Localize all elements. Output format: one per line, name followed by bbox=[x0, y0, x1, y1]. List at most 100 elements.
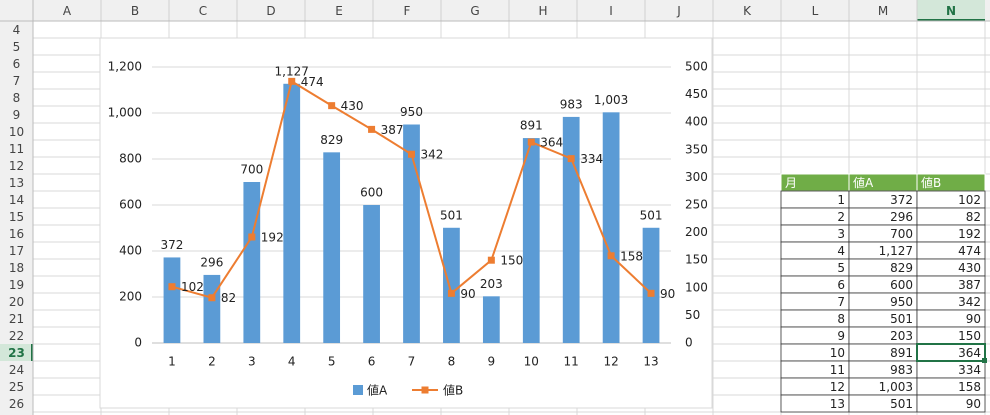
legend-label: 値B bbox=[443, 383, 463, 398]
table-cell-text[interactable]: 10 bbox=[830, 346, 845, 360]
selected-cell[interactable] bbox=[916, 343, 986, 362]
table-cell-text[interactable]: 342 bbox=[958, 295, 981, 309]
row-header[interactable]: 8 bbox=[13, 91, 21, 105]
x-tick-label: 6 bbox=[368, 355, 376, 369]
y2-tick-label: 0 bbox=[685, 336, 693, 350]
bar-value-label: 203 bbox=[480, 277, 503, 291]
x-tick-label: 12 bbox=[603, 355, 618, 369]
column-header[interactable]: H bbox=[538, 4, 547, 18]
table-cell-text[interactable]: 1 bbox=[837, 193, 845, 207]
row-header[interactable]: 24 bbox=[9, 363, 24, 377]
y-tick-label: 0 bbox=[134, 336, 142, 350]
column-header[interactable]: L bbox=[812, 4, 819, 18]
column-header[interactable]: B bbox=[131, 4, 139, 18]
column-header[interactable]: K bbox=[743, 4, 752, 18]
x-tick-label: 3 bbox=[248, 355, 256, 369]
column-header[interactable]: N bbox=[946, 4, 956, 18]
row-header[interactable]: 21 bbox=[9, 312, 24, 326]
row-header[interactable]: 7 bbox=[13, 74, 21, 88]
line-value-label: 387 bbox=[381, 123, 404, 137]
fill-handle[interactable] bbox=[982, 358, 987, 363]
table-cell-text[interactable]: 387 bbox=[958, 278, 981, 292]
row-header[interactable]: 18 bbox=[9, 261, 24, 275]
column-header[interactable]: M bbox=[878, 4, 888, 18]
table-cell-text[interactable]: 2 bbox=[837, 210, 845, 224]
y-tick-label: 400 bbox=[119, 244, 142, 258]
row-header[interactable]: 4 bbox=[13, 23, 21, 37]
table-cell-text[interactable]: 6 bbox=[837, 278, 845, 292]
column-header[interactable]: I bbox=[609, 4, 613, 18]
y2-tick-label: 350 bbox=[685, 142, 708, 156]
row-header[interactable]: 25 bbox=[9, 380, 24, 394]
table-cell-text[interactable]: 501 bbox=[890, 312, 913, 326]
bar bbox=[562, 116, 580, 343]
table-cell-text[interactable]: 9 bbox=[837, 329, 845, 343]
column-header[interactable]: J bbox=[676, 4, 681, 18]
column-header[interactable]: G bbox=[470, 4, 479, 18]
table-cell-text[interactable]: 192 bbox=[958, 227, 981, 241]
table-cell-text[interactable]: 158 bbox=[958, 380, 981, 394]
row-header[interactable]: 26 bbox=[9, 397, 24, 411]
column-header-bar bbox=[0, 0, 990, 21]
row-header[interactable]: 6 bbox=[13, 57, 21, 71]
table-cell-text[interactable]: 430 bbox=[958, 261, 981, 275]
table-cell-text[interactable]: 1,003 bbox=[879, 380, 913, 394]
row-header[interactable]: 15 bbox=[9, 210, 24, 224]
table-cell-text[interactable]: 364 bbox=[958, 346, 981, 360]
row-header[interactable]: 19 bbox=[9, 278, 24, 292]
table-cell-text[interactable]: 4 bbox=[837, 244, 845, 258]
table-cell-text[interactable]: 1,127 bbox=[879, 244, 913, 258]
table-cell-text[interactable]: 5 bbox=[837, 261, 845, 275]
row-header[interactable]: 5 bbox=[13, 40, 21, 54]
table-cell-text[interactable]: 600 bbox=[890, 278, 913, 292]
row-header[interactable]: 11 bbox=[9, 142, 24, 156]
table-cell-text[interactable]: 150 bbox=[958, 329, 981, 343]
table-cell-text[interactable]: 13 bbox=[830, 397, 845, 411]
line-marker bbox=[248, 233, 256, 241]
table-cell-text[interactable]: 983 bbox=[890, 363, 913, 377]
table-cell-text[interactable]: 829 bbox=[890, 261, 913, 275]
column-header[interactable]: C bbox=[199, 4, 207, 18]
table-cell-text[interactable]: 296 bbox=[890, 210, 913, 224]
y2-tick-label: 450 bbox=[685, 87, 708, 101]
y-tick-label: 1,200 bbox=[108, 60, 142, 74]
line-value-label: 364 bbox=[540, 136, 563, 150]
column-header[interactable]: A bbox=[63, 4, 72, 18]
table-cell-text[interactable]: 102 bbox=[958, 193, 981, 207]
y-tick-label: 800 bbox=[119, 152, 142, 166]
selected-column-header bbox=[917, 0, 985, 21]
table-cell-text[interactable]: 90 bbox=[966, 312, 981, 326]
line-marker bbox=[368, 125, 376, 133]
row-header[interactable]: 16 bbox=[9, 227, 24, 241]
table-cell-text[interactable]: 3 bbox=[837, 227, 845, 241]
table-cell-text[interactable]: 8 bbox=[837, 312, 845, 326]
table-cell-text[interactable]: 700 bbox=[890, 227, 913, 241]
bar bbox=[522, 138, 540, 343]
x-tick-label: 4 bbox=[288, 355, 296, 369]
row-header[interactable]: 17 bbox=[9, 244, 24, 258]
table-cell-text[interactable]: 82 bbox=[966, 210, 981, 224]
table-cell-text[interactable]: 203 bbox=[890, 329, 913, 343]
table-cell-text[interactable]: 474 bbox=[958, 244, 981, 258]
column-header[interactable]: D bbox=[266, 4, 275, 18]
row-header[interactable]: 9 bbox=[13, 108, 21, 122]
table-cell-text[interactable]: 334 bbox=[958, 363, 981, 377]
table-cell-text[interactable]: 891 bbox=[890, 346, 913, 360]
table-cell-text[interactable]: 12 bbox=[830, 380, 845, 394]
table-cell-text[interactable]: 372 bbox=[890, 193, 913, 207]
row-header[interactable]: 20 bbox=[9, 295, 24, 309]
row-header[interactable]: 14 bbox=[9, 193, 24, 207]
column-header[interactable]: E bbox=[335, 4, 343, 18]
row-header[interactable]: 10 bbox=[9, 125, 24, 139]
table-cell-text[interactable]: 501 bbox=[890, 397, 913, 411]
row-header[interactable]: 13 bbox=[9, 176, 24, 190]
row-header[interactable]: 22 bbox=[9, 329, 24, 343]
table-cell-text[interactable]: 7 bbox=[837, 295, 845, 309]
row-header[interactable]: 12 bbox=[9, 159, 24, 173]
table-cell-text[interactable]: 950 bbox=[890, 295, 913, 309]
table-cell-text[interactable]: 90 bbox=[966, 397, 981, 411]
table-cell-text[interactable]: 11 bbox=[830, 363, 845, 377]
row-header[interactable]: 23 bbox=[8, 346, 25, 360]
column-header[interactable]: F bbox=[404, 4, 411, 18]
